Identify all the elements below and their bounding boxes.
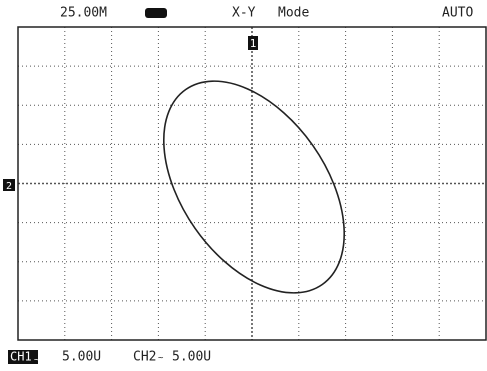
ch1-scale: 5.00U (62, 350, 101, 365)
display-mode: X-Y (232, 6, 256, 21)
trigger-mode: AUTO (442, 6, 473, 21)
ch1-marker: 1 (250, 37, 257, 50)
battery-icon (145, 8, 167, 18)
ch1-label: CH1 (10, 350, 32, 364)
ch2-label: CH2 (133, 350, 156, 365)
scope-screen: 25.00M X-Y Mode AUTO 1 2 CH1 ~ 5.00U CH2… (0, 0, 487, 371)
ch2-scale: 5.00U (172, 350, 211, 365)
ch1-coupling-icon: ~ (34, 356, 40, 366)
timebase: 25.00M (60, 6, 107, 21)
background (0, 0, 487, 371)
ch2-marker: 2 (6, 181, 12, 192)
mode-label: Mode (278, 6, 309, 21)
ch2-coupling-icon: ~ (158, 354, 164, 364)
